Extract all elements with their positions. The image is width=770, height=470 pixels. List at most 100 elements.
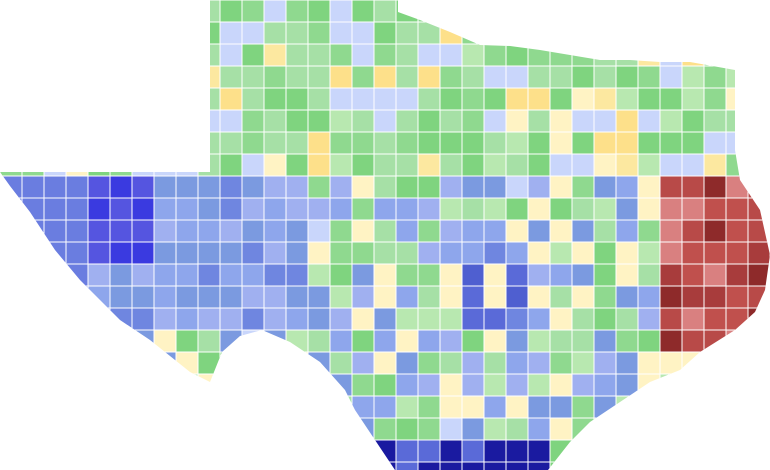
- county: [131, 439, 155, 463]
- county: [659, 329, 683, 353]
- county: [329, 87, 353, 111]
- county: [747, 241, 770, 265]
- county: [461, 395, 485, 419]
- county: [153, 241, 177, 265]
- county: [395, 263, 419, 287]
- county: [461, 197, 485, 221]
- county: [109, 285, 133, 309]
- county: [263, 0, 287, 23]
- county: [615, 285, 639, 309]
- county: [703, 307, 727, 331]
- county: [329, 263, 353, 287]
- county: [131, 197, 155, 221]
- county: [483, 0, 507, 23]
- county: [0, 351, 23, 375]
- county: [241, 395, 265, 419]
- county: [461, 351, 485, 375]
- county: [747, 285, 770, 309]
- county: [197, 219, 221, 243]
- county: [175, 461, 199, 470]
- county: [175, 43, 199, 67]
- county: [131, 351, 155, 375]
- county: [483, 153, 507, 177]
- county: [549, 197, 573, 221]
- county: [527, 197, 551, 221]
- county: [175, 65, 199, 89]
- county: [505, 439, 529, 463]
- county: [65, 439, 89, 463]
- county: [725, 307, 749, 331]
- county: [241, 219, 265, 243]
- county: [703, 439, 727, 463]
- county: [131, 219, 155, 243]
- county: [307, 175, 331, 199]
- county: [21, 285, 45, 309]
- county: [219, 285, 243, 309]
- county: [505, 307, 529, 331]
- county: [703, 21, 727, 45]
- county: [131, 461, 155, 470]
- county: [131, 21, 155, 45]
- county: [461, 263, 485, 287]
- county: [109, 373, 133, 397]
- county: [175, 395, 199, 419]
- county: [0, 153, 23, 177]
- county: [593, 219, 617, 243]
- county: [659, 439, 683, 463]
- county: [637, 131, 661, 155]
- county: [681, 197, 705, 221]
- county: [307, 241, 331, 265]
- county: [505, 65, 529, 89]
- county: [21, 0, 45, 23]
- county: [175, 153, 199, 177]
- county: [637, 285, 661, 309]
- county: [87, 109, 111, 133]
- county: [725, 153, 749, 177]
- county: [65, 351, 89, 375]
- county: [241, 87, 265, 111]
- county: [571, 43, 595, 67]
- county: [197, 285, 221, 309]
- county: [21, 65, 45, 89]
- county: [593, 175, 617, 199]
- county: [681, 461, 705, 470]
- county: [637, 87, 661, 111]
- county: [175, 197, 199, 221]
- county: [241, 131, 265, 155]
- county: [351, 109, 375, 133]
- county: [109, 65, 133, 89]
- county: [285, 307, 309, 331]
- county: [109, 153, 133, 177]
- county: [505, 263, 529, 287]
- county: [65, 131, 89, 155]
- county: [329, 285, 353, 309]
- county: [593, 43, 617, 67]
- county: [307, 109, 331, 133]
- county: [659, 461, 683, 470]
- county: [65, 43, 89, 67]
- county: [747, 307, 770, 331]
- county: [219, 43, 243, 67]
- county: [241, 0, 265, 23]
- county: [219, 351, 243, 375]
- county: [0, 417, 23, 441]
- county: [703, 241, 727, 265]
- county: [637, 417, 661, 441]
- county: [153, 285, 177, 309]
- county: [351, 219, 375, 243]
- county: [439, 109, 463, 133]
- county: [593, 197, 617, 221]
- county: [87, 461, 111, 470]
- county: [681, 373, 705, 397]
- county: [703, 87, 727, 111]
- county: [593, 351, 617, 375]
- county: [43, 197, 67, 221]
- county: [351, 21, 375, 45]
- county: [571, 197, 595, 221]
- county: [571, 285, 595, 309]
- county: [373, 285, 397, 309]
- county: [43, 439, 67, 463]
- county: [615, 109, 639, 133]
